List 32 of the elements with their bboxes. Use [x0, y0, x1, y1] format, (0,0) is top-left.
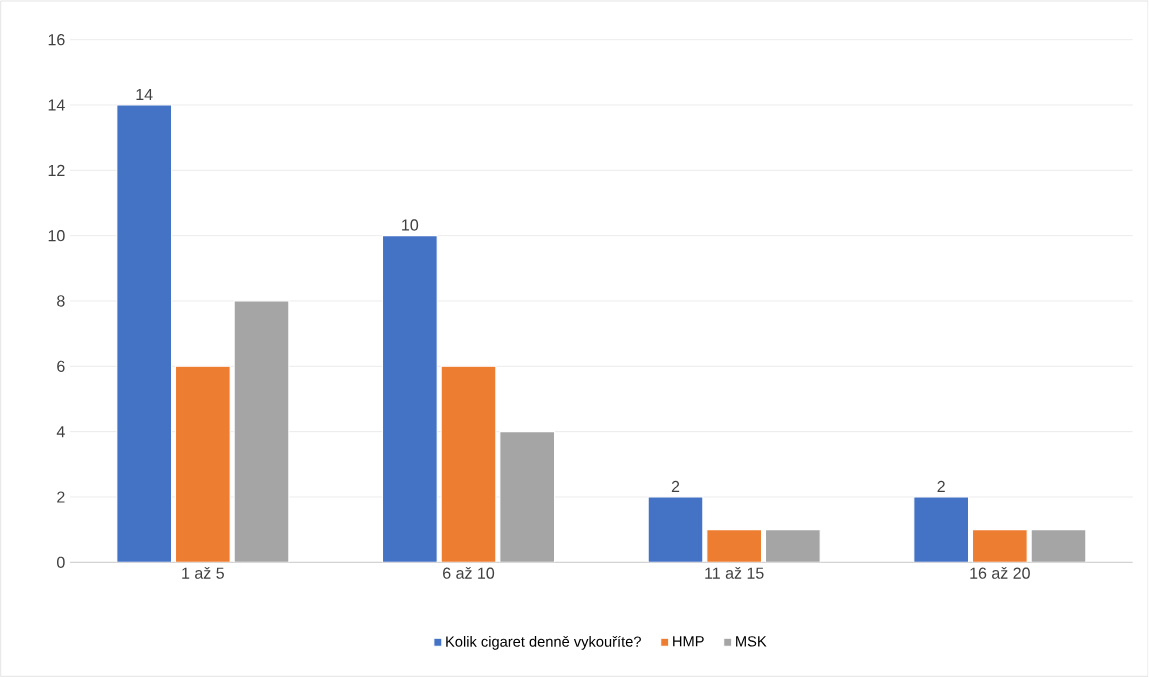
- data-label: 10: [402, 219, 419, 231]
- y-tick-label: 0: [57, 556, 65, 568]
- legend-label: Kolik cigaret denně vykouříte?: [446, 635, 641, 650]
- bar: [1030, 529, 1087, 563]
- y-tick-label: 8: [57, 295, 65, 307]
- bar: [381, 235, 438, 563]
- bar: [499, 431, 556, 563]
- y-tick-label: 12: [48, 164, 65, 176]
- bar: [174, 365, 231, 563]
- y-tick-label: 6: [57, 360, 65, 372]
- bar: [913, 496, 970, 563]
- x-tick-label: 11 až 15: [705, 567, 764, 579]
- legend-label: HMP: [673, 636, 704, 647]
- x-tick-label: 16 až 20: [970, 567, 1030, 579]
- bar: [233, 300, 290, 563]
- bar: [971, 529, 1028, 563]
- bar: [764, 529, 821, 563]
- bar: [706, 529, 763, 563]
- x-tick-label: 1 až 5: [182, 567, 224, 579]
- y-tick-label: 14: [48, 99, 65, 111]
- legend-label: MSK: [736, 636, 767, 647]
- y-tick-label: 4: [56, 426, 65, 438]
- bar: [647, 496, 704, 563]
- y-tick-label: 10: [48, 230, 65, 242]
- data-label: 14: [136, 89, 153, 101]
- data-label: 2: [937, 480, 945, 493]
- x-tick-label: 6 až 10: [443, 567, 495, 579]
- bar: [440, 365, 497, 563]
- data-label: 2: [671, 480, 680, 493]
- y-tick-label: 2: [57, 491, 65, 503]
- bar: [116, 104, 173, 563]
- y-tick-label: 16: [48, 34, 65, 46]
